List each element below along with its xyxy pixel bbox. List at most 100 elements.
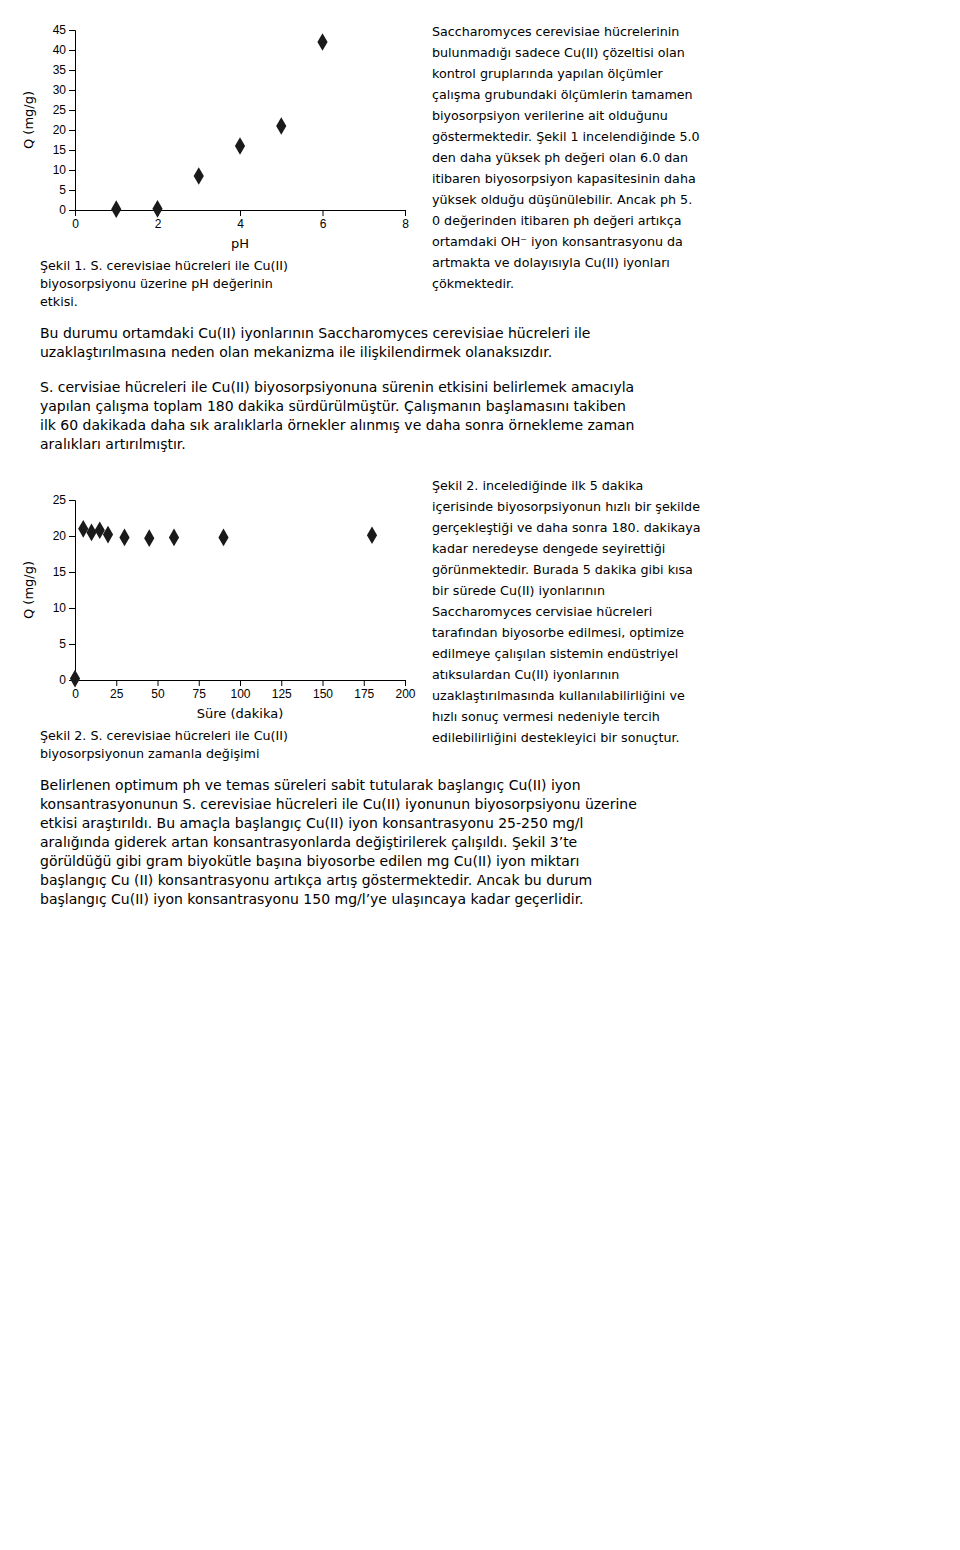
x-tick-mark bbox=[405, 210, 406, 216]
side-text: bir sürede Cu(II) iyonlarının bbox=[432, 583, 605, 598]
y-tick: 5 bbox=[59, 183, 75, 197]
y-tick-label: 35 bbox=[53, 63, 67, 77]
y-axis-line bbox=[69, 501, 76, 681]
paragraph: yapılan çalışma toplam 180 dakika sürdür… bbox=[40, 398, 626, 414]
x-tick-label: 150 bbox=[313, 687, 333, 701]
x-tick-label: 2 bbox=[155, 217, 162, 231]
points bbox=[111, 33, 327, 218]
y-tick: 20 bbox=[53, 123, 75, 137]
y-axis: 0510152025 bbox=[53, 493, 76, 687]
side-text: çalışma grubundaki ölçümlerin tamamen bbox=[432, 87, 693, 102]
y-tick: 45 bbox=[53, 23, 75, 37]
caption: Şekil 2. S. cerevisiae hücreleri ile Cu(… bbox=[40, 728, 288, 743]
y-tick-label: 5 bbox=[59, 183, 66, 197]
side-text: den daha yüksek ph değeri olan 6.0 dan bbox=[432, 150, 688, 165]
side-text: görünmektedir. Burada 5 dakika gibi kısa bbox=[432, 562, 693, 577]
x-tick-label: 6 bbox=[320, 217, 327, 231]
x-axis-line bbox=[76, 211, 406, 217]
y-tick-label: 0 bbox=[59, 673, 66, 687]
y-axis: 051015202530354045 bbox=[53, 23, 76, 217]
x-tick-label: 8 bbox=[402, 217, 409, 231]
caption: biyosorpsiyonun zamanla değişimi bbox=[40, 746, 259, 761]
side-text: edilmeye çalışılan sistemin endüstriyel bbox=[432, 646, 678, 661]
y-axis-title: Q (mg/g) bbox=[21, 561, 36, 619]
x-tick-label: 0 bbox=[72, 217, 79, 231]
side-text: atıksulardan Cu(II) iyonlarının bbox=[432, 667, 619, 682]
x-tick-mark bbox=[405, 680, 406, 686]
side-text: hızlı sonuç vermesi nedeniyle tercih bbox=[432, 709, 660, 724]
y-tick-label: 20 bbox=[53, 529, 67, 543]
x-tick: 4 bbox=[237, 210, 244, 231]
caption: Şekil 1. S. cerevisiae hücreleri ile Cu(… bbox=[40, 258, 288, 273]
side-text: Saccharomyces cervisiae hücreleri bbox=[432, 604, 652, 619]
x-axis: 0255075100125150175200 bbox=[72, 680, 416, 701]
x-tick: 6 bbox=[320, 210, 327, 231]
x-tick-mark bbox=[240, 210, 241, 216]
y-tick-mark bbox=[69, 70, 75, 71]
side-text: 0 değerinden itibaren ph değeri artıkça bbox=[432, 213, 681, 228]
point bbox=[367, 526, 377, 544]
y-axis-title: Q (mg/g) bbox=[21, 91, 36, 149]
caption: etkisi. bbox=[40, 294, 78, 309]
y-tick: 15 bbox=[53, 143, 75, 157]
side-text: edilebilirliğini destekleyici bir sonuçt… bbox=[432, 730, 680, 745]
y-tick: 15 bbox=[53, 565, 75, 579]
side-text: biyosorpsiyon verilerine ait olduğunu bbox=[432, 108, 668, 123]
point bbox=[194, 167, 204, 185]
side-text: kontrol gruplarında yapılan ölçümler bbox=[432, 66, 663, 81]
y-tick-mark bbox=[69, 170, 75, 171]
y-tick-mark bbox=[69, 30, 75, 31]
x-tick-label: 4 bbox=[237, 217, 244, 231]
y-tick-label: 45 bbox=[53, 23, 67, 37]
y-tick: 5 bbox=[59, 637, 75, 651]
x-tick-label: 75 bbox=[193, 687, 207, 701]
x-tick-mark bbox=[323, 210, 324, 216]
side-text: Saccharomyces cerevisiae hücrelerinin bbox=[432, 24, 679, 39]
x-tick: 8 bbox=[402, 210, 409, 231]
y-axis-line bbox=[69, 31, 76, 211]
x-tick-label: 25 bbox=[110, 687, 124, 701]
x-tick: 200 bbox=[395, 680, 415, 701]
point bbox=[169, 529, 179, 547]
side-text: ortamdaki OH⁻ iyon konsantrasyonu da bbox=[432, 234, 683, 249]
paragraph: Bu durumu ortamdaki Cu(II) iyonlarının S… bbox=[40, 325, 590, 341]
x-tick-mark bbox=[199, 680, 200, 686]
y-tick-label: 15 bbox=[53, 143, 67, 157]
y-tick-mark bbox=[69, 536, 75, 537]
paragraph: Belirlenen optimum ph ve temas süreleri … bbox=[40, 777, 581, 793]
paragraph: başlangıç Cu (II) konsantrasyonu artıkça… bbox=[40, 872, 592, 888]
paragraph: aralığında giderek artan konsantrasyonla… bbox=[40, 834, 577, 850]
x-axis: 0 2 4 6 8 bbox=[72, 210, 409, 231]
side-text: yüksek olduğu düşünülebilir. Ancak ph 5. bbox=[432, 192, 692, 207]
side-text: uzaklaştırılmasında kullanılabilirliğini… bbox=[432, 688, 685, 703]
side-text: Şekil 2. incelediğinde ilk 5 dakika bbox=[432, 478, 643, 493]
paragraph: aralıkları artırılmıştır. bbox=[40, 436, 186, 452]
chart: 02468051015202530354045pHQ (mg/g)Şekil 1… bbox=[21, 23, 700, 452]
point bbox=[152, 200, 162, 218]
x-tick: 50 bbox=[151, 680, 165, 701]
side-text: gerçekleştiği ve daha sonra 180. dakikay… bbox=[432, 520, 701, 535]
y-tick: 30 bbox=[53, 83, 75, 97]
x-tick: 25 bbox=[110, 680, 124, 701]
y-tick: 10 bbox=[53, 163, 75, 177]
point bbox=[276, 117, 286, 135]
point bbox=[218, 529, 228, 547]
x-tick: 75 bbox=[193, 680, 207, 701]
point bbox=[86, 524, 96, 542]
y-tick-mark bbox=[69, 572, 75, 573]
y-tick: 40 bbox=[53, 43, 75, 57]
x-tick-mark bbox=[158, 680, 159, 686]
y-tick-mark bbox=[69, 644, 75, 645]
x-tick-mark bbox=[240, 680, 241, 686]
paragraph: S. cervisiae hücreleri ile Cu(II) biyoso… bbox=[40, 379, 634, 395]
y-tick-mark bbox=[69, 110, 75, 111]
x-tick-label: 175 bbox=[354, 687, 374, 701]
y-tick-mark bbox=[69, 500, 75, 501]
y-tick-mark bbox=[69, 50, 75, 51]
y-tick-label: 15 bbox=[53, 565, 67, 579]
chart: 02550751001251501752000510152025Süre (da… bbox=[21, 478, 701, 907]
y-tick-mark bbox=[69, 608, 75, 609]
x-tick-mark bbox=[323, 680, 324, 686]
y-tick-mark bbox=[69, 190, 75, 191]
side-text: çökmektedir. bbox=[432, 276, 514, 291]
